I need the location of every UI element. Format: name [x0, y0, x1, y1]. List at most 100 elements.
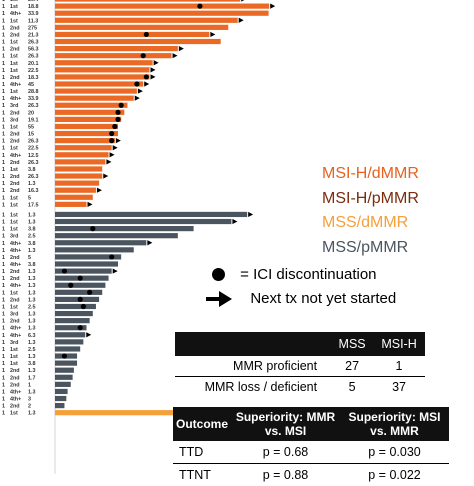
duration-label: 22.5 [28, 68, 39, 74]
bar [55, 396, 66, 401]
bar [55, 103, 127, 108]
row-index-label: 1 [2, 68, 5, 74]
dot-icon [206, 266, 236, 284]
bar [55, 261, 118, 266]
line-of-therapy-label: 1st [10, 40, 18, 46]
bar [55, 382, 71, 387]
table-header: Superiority: MMR vs. MSI [231, 407, 340, 441]
line-of-therapy-label: 1st [10, 220, 18, 226]
discontinuation-dot [78, 325, 83, 330]
line-of-therapy-label: 1st [10, 202, 18, 208]
row-index-label: 1 [2, 160, 5, 166]
duration-label: 1.3 [28, 283, 36, 289]
line-of-therapy-label: 2nd [10, 404, 20, 410]
table-row: TTNT p = 0.88 p = 0.022 [173, 464, 449, 486]
line-of-therapy-label: 1st [10, 124, 18, 130]
next-tx-arrow [135, 96, 140, 101]
line-of-therapy-label: 1st [10, 347, 18, 353]
bar [55, 304, 96, 309]
next-tx-arrow [110, 152, 115, 157]
duration-label: 2 [28, 404, 31, 410]
next-tx-arrow [144, 81, 149, 86]
bar [55, 96, 134, 101]
next-tx-arrow [113, 268, 118, 273]
bar [55, 318, 90, 323]
bar [55, 131, 118, 136]
bar [55, 152, 109, 157]
duration-label: 17.5 [28, 202, 39, 208]
line-of-therapy-label: 2nd [10, 368, 20, 374]
table-header: MSS [331, 332, 373, 356]
line-of-therapy-label: 1st [10, 4, 18, 10]
bar [55, 410, 184, 415]
line-of-therapy-label: 1st [10, 304, 18, 310]
bar [55, 11, 269, 16]
next-tx-arrow [106, 159, 111, 164]
discontinuation-dot [112, 124, 117, 129]
row-index-label: 1 [2, 354, 5, 360]
row-index-label: 1 [2, 153, 5, 159]
legend-label: MSS/dMMR [322, 214, 408, 231]
row-label: TTNT [173, 464, 231, 486]
superiority-table: Outcome Superiority: MMR vs. MSI Superio… [173, 407, 449, 486]
bar [55, 0, 240, 2]
row-index-label: 1 [2, 202, 5, 208]
row-index-label: 1 [2, 110, 5, 116]
line-of-therapy-label: 3rd [10, 117, 18, 123]
line-of-therapy-label: 3rd [10, 312, 18, 318]
duration-label: 22.5 [28, 146, 39, 152]
discontinuation-dot [115, 117, 120, 122]
bar [55, 166, 102, 171]
row-index-label: 1 [2, 220, 5, 226]
discontinuation-dot [109, 131, 114, 136]
cell: 27 [331, 356, 373, 377]
duration-label: 5 [28, 195, 31, 201]
row-index-label: 1 [2, 0, 5, 3]
duration-label: 1.3 [28, 389, 36, 395]
bar [55, 195, 93, 200]
next-tx-arrow [138, 88, 143, 93]
duration-label: 29.4 [28, 0, 39, 3]
bar [55, 346, 80, 351]
line-of-therapy-label: 4th+ [10, 241, 21, 247]
bar [55, 339, 83, 344]
next-tx-arrow [173, 53, 178, 58]
duration-label: 28.8 [28, 89, 39, 95]
chart-legend: MSI-H/dMMR MSI-H/pMMR MSS/dMMR MSS/pMMR [322, 162, 419, 260]
bar [55, 188, 96, 193]
cell: 37 [373, 377, 425, 398]
line-of-therapy-label: 2nd [10, 188, 20, 194]
duration-label: 3.8 [28, 262, 36, 268]
row-index-label: 1 [2, 248, 5, 254]
bar [55, 74, 150, 79]
line-of-therapy-label: 4th+ [10, 248, 21, 254]
row-index-label: 1 [2, 347, 5, 353]
duration-label: 45 [28, 82, 34, 88]
bar [55, 53, 172, 58]
bar [55, 361, 77, 366]
line-of-therapy-label: 1st [10, 354, 18, 360]
next-tx-arrow [210, 32, 215, 37]
next-tx-arrow [103, 173, 108, 178]
duration-label: 1.3 [28, 290, 36, 296]
bar [55, 219, 231, 224]
table-header [175, 332, 331, 356]
line-of-therapy-label: 1st [10, 0, 18, 3]
row-label: TTD [173, 441, 231, 464]
line-of-therapy-label: 3rd [10, 103, 18, 109]
discontinuation-dot [134, 81, 139, 86]
duration-label: 1.3 [28, 368, 36, 374]
discontinuation-dot [87, 290, 92, 295]
row-index-label: 1 [2, 96, 5, 102]
line-of-therapy-label: 1st [10, 61, 18, 67]
duration-label: 1.3 [28, 297, 36, 303]
next-tx-arrow [151, 67, 156, 72]
legend-item: MSS/pMMR [322, 236, 419, 261]
line-of-therapy-label: 1st [10, 68, 18, 74]
line-of-therapy-label: 1st [10, 361, 18, 367]
bar [55, 202, 87, 207]
duration-label: 26.3 [28, 139, 39, 145]
line-of-therapy-label: 2nd [10, 382, 20, 388]
duration-label: 1.3 [28, 181, 36, 187]
line-of-therapy-label: 4th+ [10, 11, 21, 17]
